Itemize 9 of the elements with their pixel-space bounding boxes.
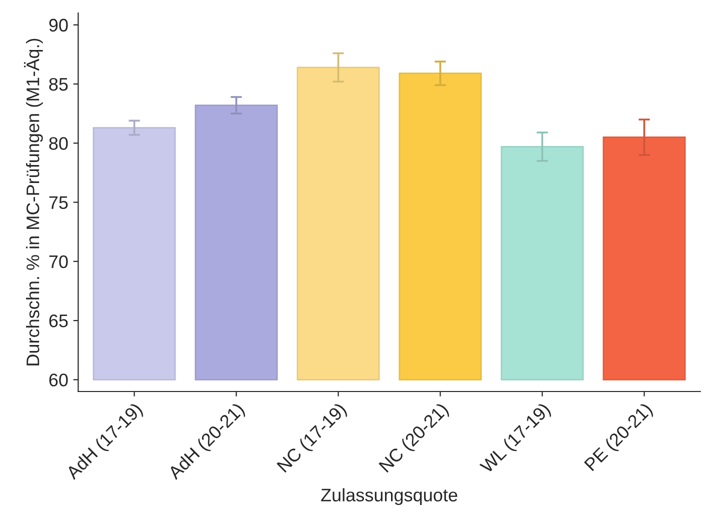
y-tick-label: 65 (49, 314, 68, 328)
y-tick-label: 85 (49, 78, 68, 91)
y-tick-label: 60 (49, 374, 68, 386)
y-tick-label: 80 (49, 137, 68, 150)
y-axis-title: Durchschn. % in MC-Prüfungen (M1-Äq.) (24, 38, 43, 366)
y-tick-label: 70 (49, 255, 68, 268)
y-tick-label: 75 (49, 196, 68, 209)
y-tick-label: 90 (49, 18, 68, 32)
x-axis-title: Zulassungsquote (321, 488, 458, 506)
